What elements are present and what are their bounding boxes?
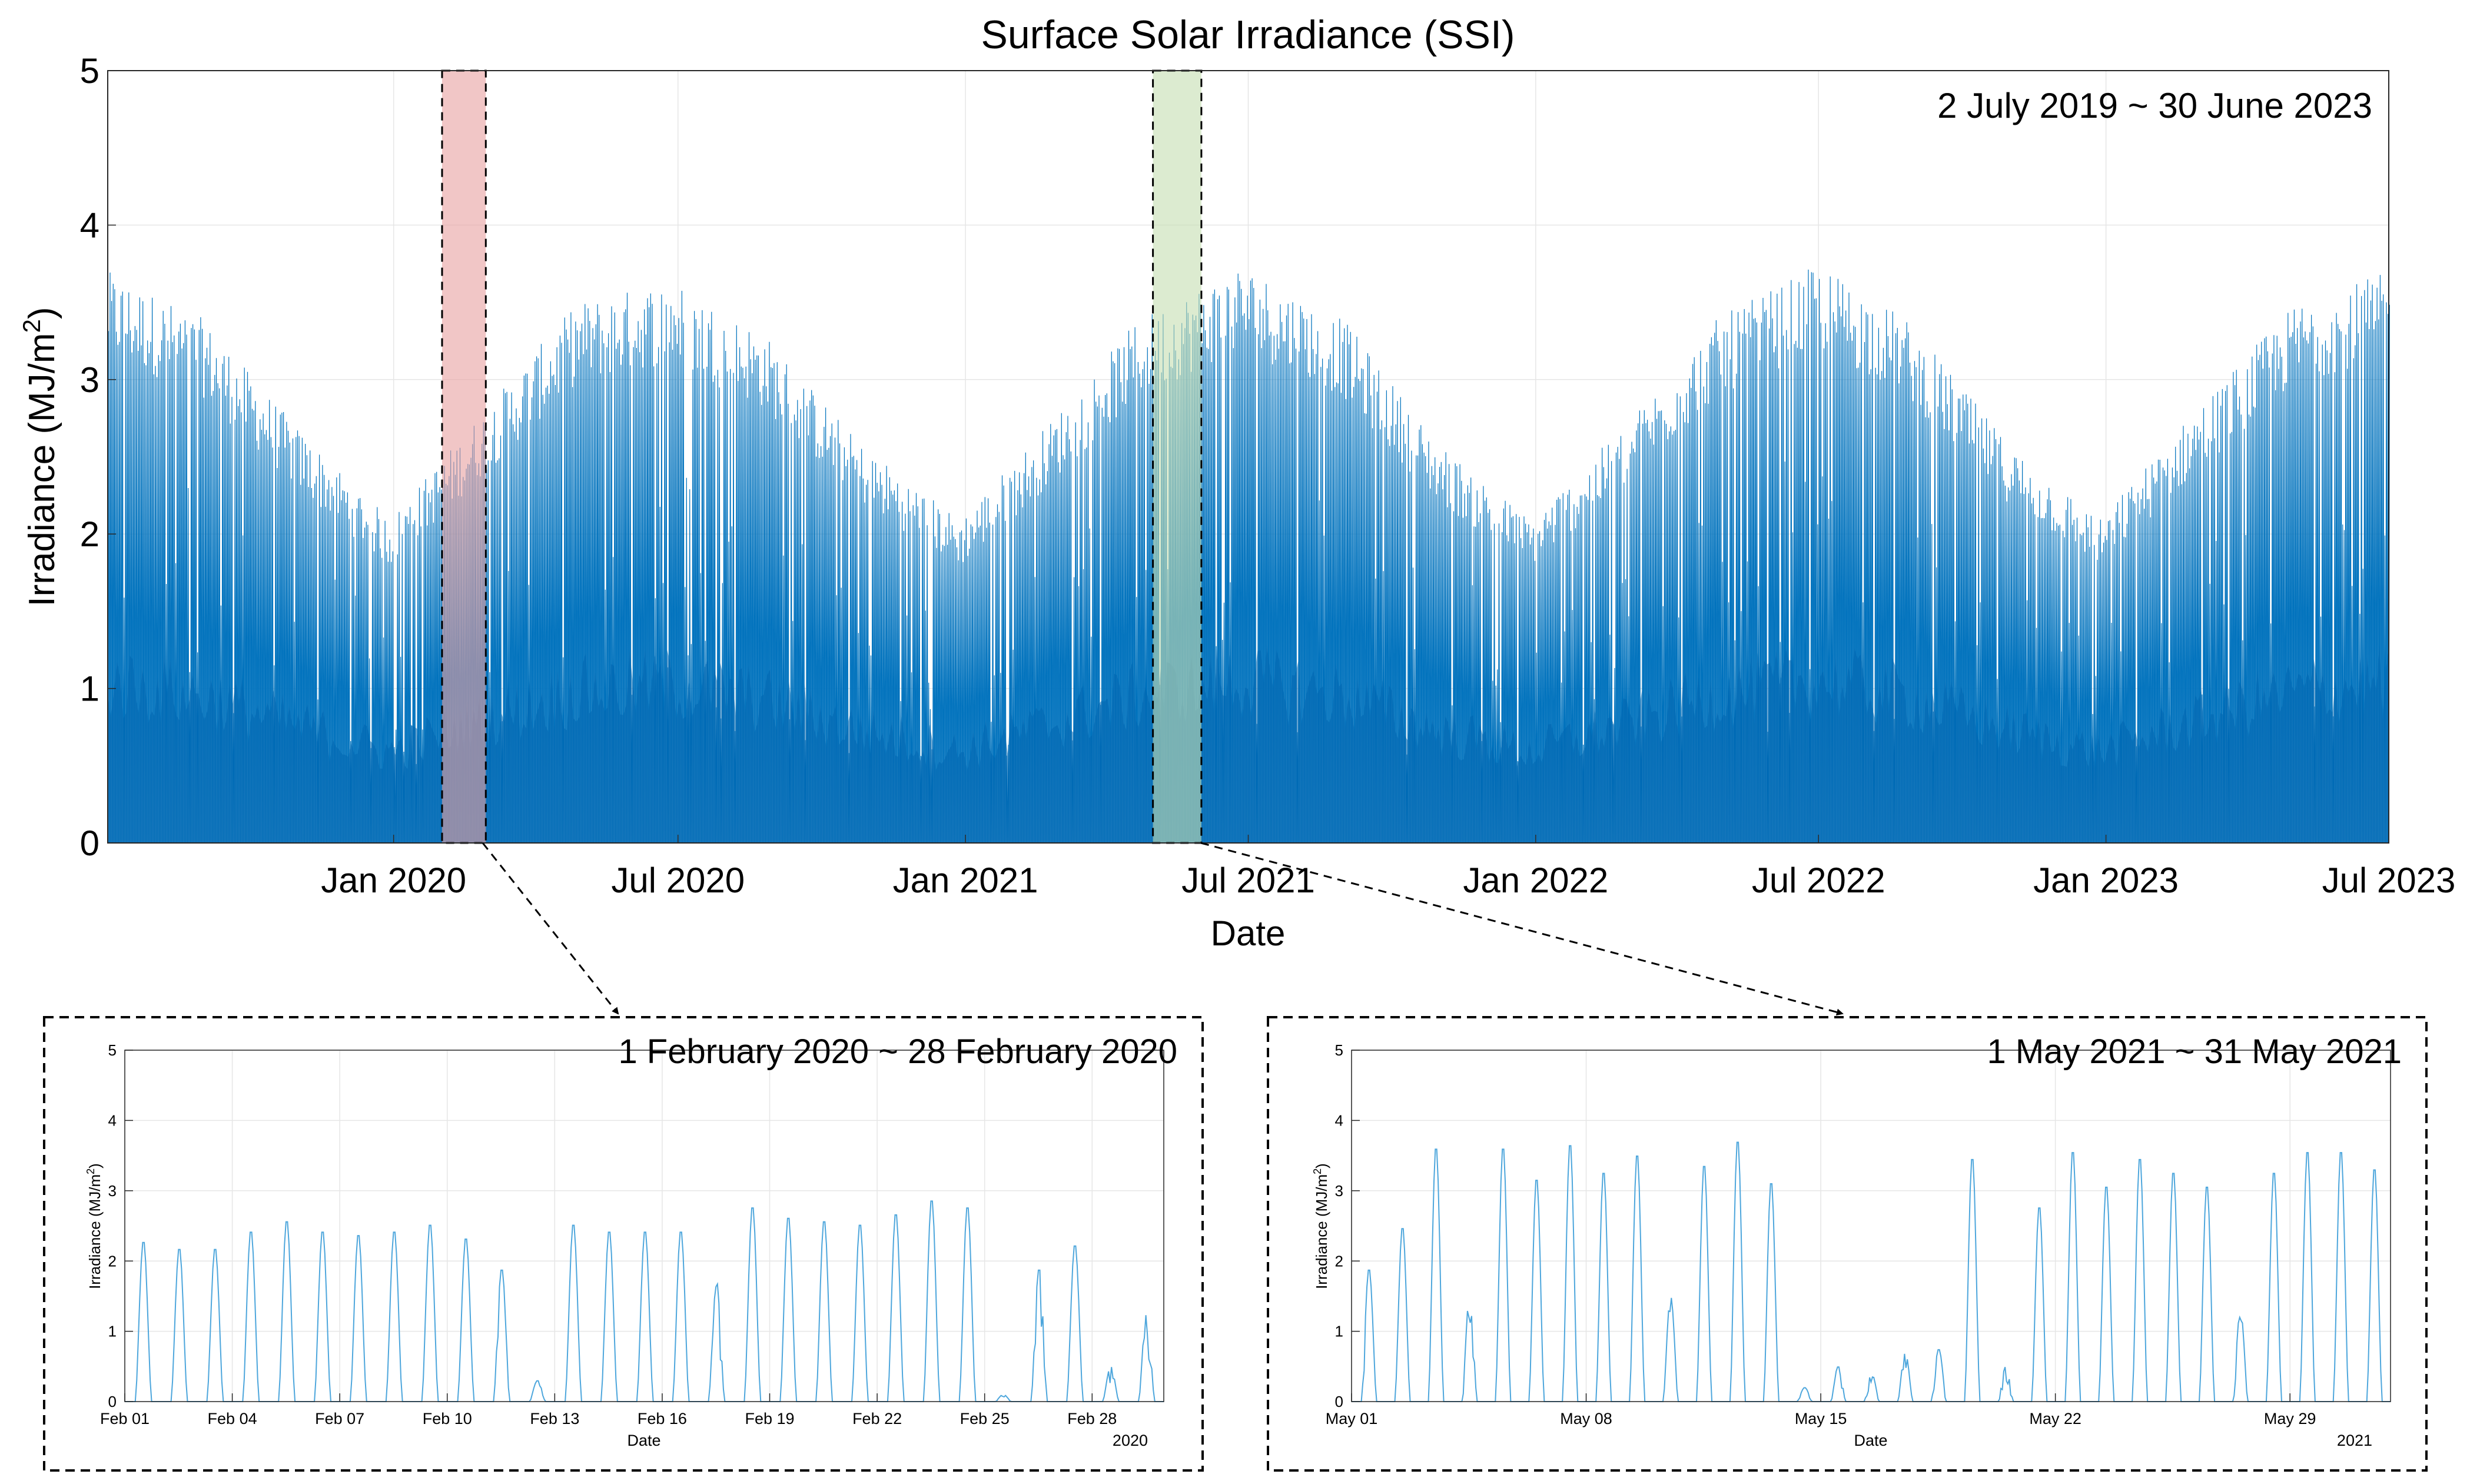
inset-may-y-axis-label-text: Irradiance (MJ/m [1313, 1174, 1330, 1289]
x-tick-label: Feb 01 [100, 1410, 150, 1427]
inset-may-annotation: 1 May 2021 ~ 31 May 2021 [1987, 1033, 2402, 1071]
inset-may-dashed-border [1267, 1016, 2428, 1472]
inset-feb-x-axis-label: Date [627, 1432, 660, 1449]
x-tick-label: Jul 2022 [1752, 861, 1885, 900]
x-tick-label: Jan 2023 [2033, 861, 2179, 900]
main-chart: Surface Solar Irradiance (SSI) 0 1 2 3 4 5 Ja… [18, 12, 2455, 953]
y-tick-label: 1 [1335, 1323, 1343, 1340]
main-x-axis-label: Date [1211, 914, 1286, 953]
inset-feb-y-axis-label-sup: 2 [85, 1168, 97, 1174]
x-tick-label: Feb 19 [745, 1410, 794, 1427]
main-ssi-dense-band [108, 645, 2389, 843]
inset-feb-y-axis-label: Irradiance (MJ/m2) [85, 1163, 104, 1289]
connector-arrow-may [1200, 842, 1844, 1016]
inset-may-year-label: 2021 [2337, 1432, 2372, 1449]
inset-may-y-axis-label-close: ) [1313, 1163, 1330, 1168]
y-tick-label: 5 [108, 1041, 117, 1059]
x-tick-label: Feb 16 [638, 1410, 687, 1427]
inset-may-y-axis-label: Irradiance (MJ/m2) [1312, 1163, 1330, 1289]
y-tick-label: 0 [80, 824, 99, 863]
main-highlight-regions [441, 69, 1203, 844]
y-tick-label: 0 [108, 1393, 117, 1410]
x-tick-label: Jul 2020 [611, 861, 745, 900]
x-tick-label: Feb 10 [423, 1410, 472, 1427]
y-tick-label: 5 [1335, 1041, 1343, 1059]
main-y-axis-label: Irradiance (MJ/m2) [18, 307, 62, 606]
inset-may-plot-frame [1351, 1050, 2391, 1402]
x-tick-label: May 15 [1795, 1410, 1847, 1427]
inset-may-y-axis-label-sup: 2 [1312, 1168, 1323, 1174]
main-ssi-series [107, 269, 2390, 844]
y-tick-label: 4 [80, 205, 99, 245]
y-tick-label: 3 [1335, 1182, 1343, 1200]
x-tick-label: May 08 [1560, 1410, 1612, 1427]
x-tick-label: May 29 [2264, 1410, 2316, 1427]
y-tick-label: 2 [108, 1252, 117, 1270]
main-y-axis-label-close: ) [22, 307, 62, 319]
inset-feb-dashed-border [43, 1016, 1204, 1472]
main-y-ticks: 0 1 2 3 4 5 [80, 51, 116, 863]
inset-feb-plot-frame [124, 1050, 1164, 1402]
y-tick-label: 3 [80, 360, 99, 400]
inset-feb-y-axis-label-close: ) [86, 1163, 104, 1168]
y-tick-label: 0 [1335, 1393, 1343, 1410]
y-tick-label: 2 [1335, 1252, 1343, 1270]
x-tick-label: Feb 25 [960, 1410, 1010, 1427]
main-y-axis-label-sup: 2 [18, 319, 45, 333]
inset-feb-y-axis-label-text: Irradiance (MJ/m [86, 1174, 104, 1289]
y-tick-label: 3 [108, 1182, 117, 1200]
main-annotation: 2 July 2019 ~ 30 June 2023 [1937, 86, 2372, 125]
inset-may-x-axis-label: Date [1854, 1432, 1887, 1449]
x-tick-label: Jul 2023 [2322, 861, 2456, 900]
inset-feb-annotation: 1 February 2020 ~ 28 February 2020 [618, 1033, 1177, 1071]
inset-may-x-ticks: May 01 May 08 May 15 May 22 May 29 [1326, 1393, 2316, 1427]
x-tick-label: Feb 13 [530, 1410, 579, 1427]
main-y-axis-label-text: Irradiance (MJ/m [22, 333, 62, 606]
y-tick-label: 4 [1335, 1112, 1343, 1130]
x-tick-label: Feb 28 [1067, 1410, 1117, 1427]
inset-feb-x-ticks: Feb 01 Feb 04 Feb 07 Feb 10 Feb 13 Feb 16 Feb … [100, 1393, 1117, 1427]
inset-feb-y-ticks: 0 1 2 3 4 5 [108, 1041, 133, 1410]
y-tick-label: 1 [108, 1323, 117, 1340]
highlight-may-2021 [1152, 69, 1203, 844]
inset-may-2021: 0 1 2 3 4 5 May 01 May 08 May 15 May 22 May 29 1 … [1267, 1016, 2428, 1472]
y-tick-label: 2 [80, 514, 99, 554]
y-tick-label: 5 [80, 51, 99, 91]
x-tick-label: May 01 [1326, 1410, 1378, 1427]
main-chart-title: Surface Solar Irradiance (SSI) [981, 12, 1515, 57]
x-tick-label: May 22 [2029, 1410, 2081, 1427]
x-tick-label: Jan 2022 [1463, 861, 1608, 900]
x-tick-label: Jan 2020 [321, 861, 466, 900]
x-tick-label: Feb 22 [852, 1410, 902, 1427]
main-x-ticks: Jan 2020 Jul 2020 Jan 2021 Jul 2021 Jan 2022… [321, 835, 2455, 900]
y-tick-label: 1 [80, 669, 99, 709]
x-tick-label: Feb 07 [315, 1410, 364, 1427]
highlight-feb-2020 [441, 69, 487, 844]
x-tick-label: Jan 2021 [893, 861, 1038, 900]
inset-may-y-ticks: 0 1 2 3 4 5 [1335, 1041, 1360, 1410]
inset-feb-year-label: 2020 [1113, 1432, 1148, 1449]
x-tick-label: Jul 2021 [1181, 861, 1315, 900]
y-tick-label: 4 [108, 1112, 117, 1130]
x-tick-label: Feb 04 [208, 1410, 257, 1427]
connector-arrow-feb [482, 842, 619, 1015]
